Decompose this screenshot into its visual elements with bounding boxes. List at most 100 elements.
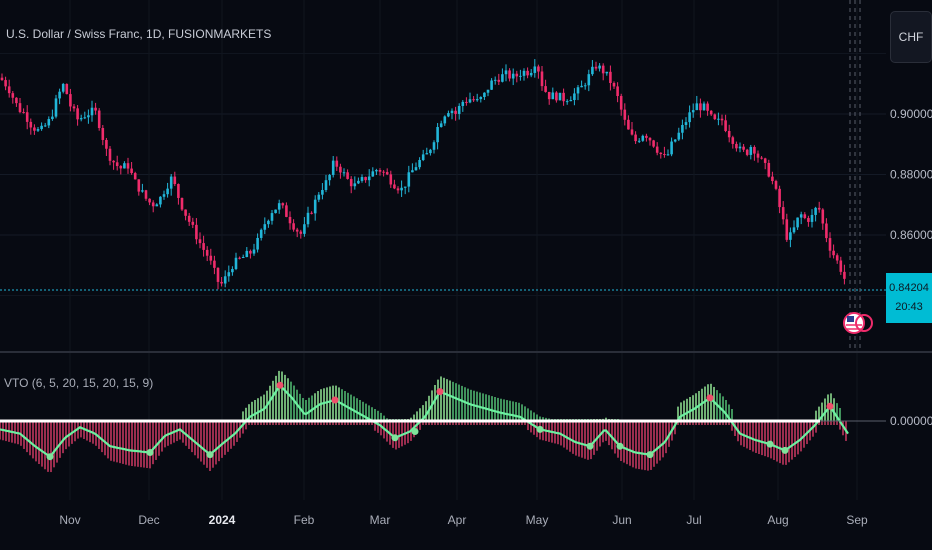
osc-dot (276, 381, 284, 389)
candle-body (79, 118, 83, 120)
candle-body (288, 216, 292, 224)
candle-body (731, 137, 735, 144)
candle-body (317, 194, 321, 200)
candle-body (83, 117, 87, 119)
candle-body (313, 199, 317, 214)
candle-body (108, 148, 112, 161)
price-tick-label: 0.86000 (890, 228, 932, 242)
candle-body (720, 118, 724, 121)
candle-body (378, 169, 382, 172)
candle-body (414, 167, 418, 171)
candle-body (47, 119, 51, 126)
candle-body (209, 255, 213, 261)
candle-body (353, 183, 357, 187)
candle-body (479, 97, 483, 100)
candle-body (306, 212, 310, 225)
candle-body (601, 65, 605, 74)
candle-body (763, 158, 767, 163)
candle-body (695, 103, 699, 111)
candle-body (292, 223, 295, 230)
candle-body (677, 132, 681, 140)
candle-body (666, 154, 670, 156)
candle-body (205, 249, 209, 256)
time-axis-ticks: Nov Dec 2024 Feb Mar Apr May Jun Jul Aug Sep (59, 513, 868, 527)
candle-body (803, 214, 807, 219)
candle-body (231, 269, 234, 273)
time-tick-label: Feb (294, 513, 315, 527)
osc-dot (646, 451, 654, 459)
candle-body (472, 99, 475, 101)
osc-dot (206, 451, 214, 459)
candle-body (717, 118, 720, 120)
candle-body (202, 243, 205, 250)
time-tick-label: Mar (370, 513, 391, 527)
candle-body (515, 73, 519, 77)
price-candles (0, 59, 846, 290)
candle-body (483, 92, 486, 98)
candle-body (544, 86, 547, 92)
candle-body (151, 202, 155, 207)
osc-dot (616, 442, 624, 450)
candle-body (180, 197, 184, 210)
osc-dot (766, 440, 774, 448)
candle-body (796, 217, 799, 228)
candle-body (598, 65, 601, 69)
candle-body (749, 146, 753, 155)
candle-body (767, 162, 771, 177)
oscillator-title: VTO (6, 5, 20, 15, 20, 15, 9) (4, 376, 154, 390)
candle-body (540, 71, 544, 87)
candle-body (25, 112, 29, 122)
candle-body (263, 224, 267, 230)
candle-body (270, 213, 274, 221)
candle-body (551, 92, 555, 100)
candle-body (432, 142, 436, 150)
oscillator-histogram (0, 370, 847, 473)
candle-body (115, 162, 119, 167)
candle-body (792, 227, 796, 233)
candle-body (623, 109, 627, 120)
candle-body (789, 232, 792, 240)
candle-body (699, 103, 702, 111)
candle-body (324, 180, 328, 190)
candle-body (522, 70, 526, 76)
candle-body (29, 121, 33, 128)
candle-body (655, 146, 659, 153)
flag-badges[interactable] (843, 312, 873, 334)
candle-body (69, 94, 72, 107)
candle-body (220, 281, 223, 284)
osc-dot (411, 428, 419, 435)
candle-body (15, 97, 18, 104)
candle-body (245, 250, 249, 258)
candle-body (519, 75, 522, 77)
candle-body (709, 110, 713, 115)
candle-body (36, 129, 40, 131)
candle-body (40, 125, 43, 130)
candle-body (465, 101, 468, 103)
candle-body (828, 238, 832, 251)
candle-body (65, 83, 69, 95)
candle-body (173, 176, 177, 185)
candle-body (681, 124, 684, 133)
candle-body (475, 99, 479, 101)
candle-body (133, 173, 137, 180)
candle-body (310, 212, 313, 214)
candle-body (533, 66, 537, 73)
time-tick-label: Dec (138, 513, 159, 527)
currency-button[interactable]: CHF (890, 11, 932, 63)
chart-title: U.S. Dollar / Swiss Franc, 1D, FUSIONMAR… (6, 27, 272, 41)
candle-body (400, 187, 403, 191)
oscillator-cross-dots (46, 381, 834, 461)
candle-body (821, 209, 825, 224)
time-tick-label: Aug (767, 513, 788, 527)
candle-body (227, 272, 231, 277)
candle-body (634, 134, 637, 142)
candle-body (357, 180, 360, 184)
candle-body (267, 220, 270, 225)
candle-body (61, 83, 65, 92)
candle-body (130, 168, 133, 174)
price-tick-label: 0.90000 (890, 107, 932, 121)
candle-body (396, 188, 400, 191)
candle-body (281, 203, 285, 206)
candle-body (105, 139, 108, 149)
